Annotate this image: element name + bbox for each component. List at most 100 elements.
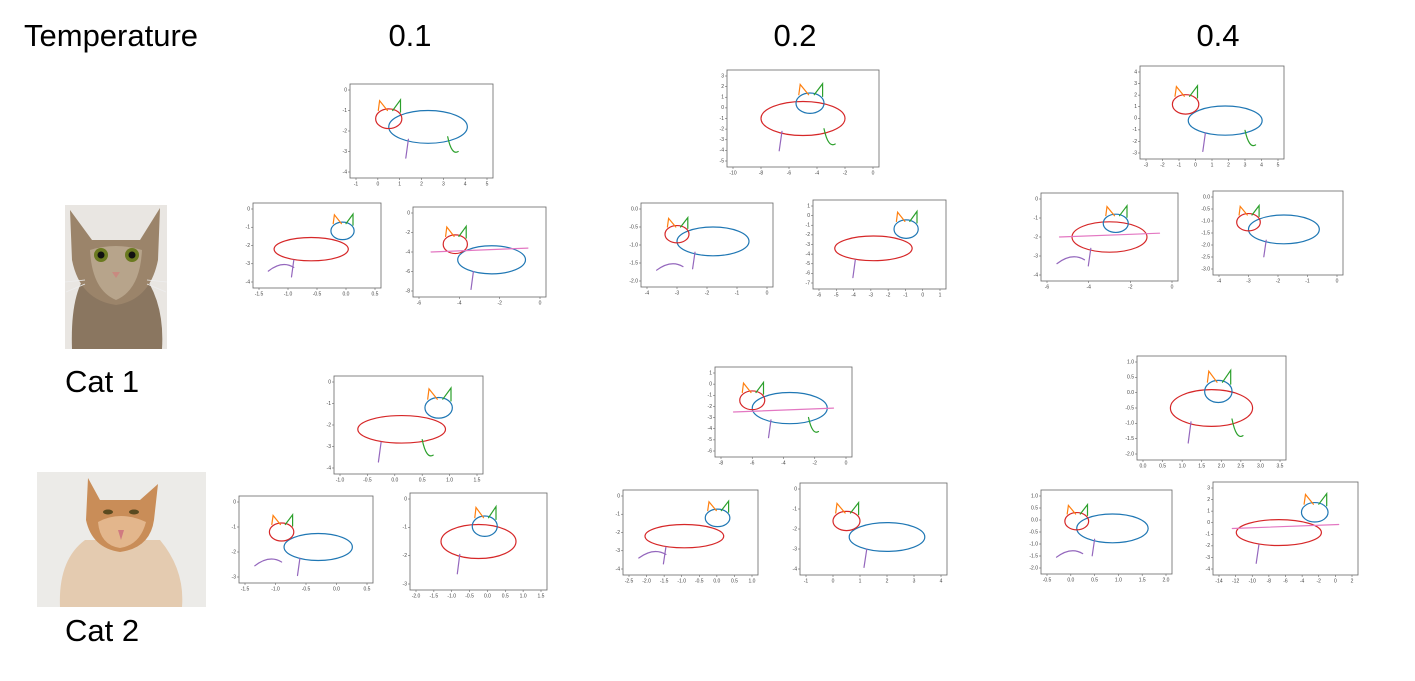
y-tick-label: 0.0 bbox=[1203, 194, 1210, 200]
sketch-stroke bbox=[283, 532, 353, 562]
y-tick-label: -4 bbox=[806, 251, 811, 257]
x-tick-label: 2 bbox=[886, 578, 889, 584]
y-tick-label: 2 bbox=[1134, 92, 1137, 98]
x-tick-label: 0.5 bbox=[502, 593, 509, 599]
sketch-stroke bbox=[1318, 491, 1328, 507]
y-tick-label: -2 bbox=[403, 553, 408, 559]
x-tick-label: -2 bbox=[886, 292, 891, 298]
y-tick-label: 1.0 bbox=[1031, 493, 1038, 499]
y-tick-label: 0 bbox=[247, 206, 250, 212]
y-tick-label: 3 bbox=[1207, 485, 1210, 491]
x-tick-label: -0.5 bbox=[465, 593, 474, 599]
y-tick-label: -1.0 bbox=[629, 242, 638, 248]
y-tick-label: -2.5 bbox=[1201, 254, 1210, 260]
y-tick-label: 0 bbox=[1035, 196, 1038, 202]
x-tick-label: 2.0 bbox=[1218, 463, 1225, 469]
x-tick-label: -1 bbox=[1177, 162, 1182, 168]
x-tick-label: 0.0 bbox=[484, 593, 491, 599]
sketch-stroke bbox=[798, 83, 810, 96]
y-tick-label: -1 bbox=[793, 506, 798, 512]
sketch-stroke bbox=[1187, 105, 1263, 136]
x-tick-label: -1.0 bbox=[336, 477, 345, 483]
x-tick-label: 1 bbox=[939, 292, 942, 298]
cat-photo bbox=[37, 472, 206, 607]
sketch-plot: -2.0 -1.5 -1.0 -0.5 0.0 0.5 1.0 1.5 0 -1 -2 -3 bbox=[403, 492, 548, 599]
x-tick-label: -6 bbox=[787, 170, 792, 176]
x-tick-label: 1.5 bbox=[1198, 463, 1205, 469]
y-tick-label: -2 bbox=[246, 243, 251, 249]
y-tick-label: -4 bbox=[343, 169, 348, 175]
y-tick-label: 0 bbox=[328, 379, 331, 385]
sketch-stroke bbox=[1206, 369, 1218, 383]
y-tick-label: 0 bbox=[794, 486, 797, 492]
y-tick-label: -1.5 bbox=[1125, 436, 1134, 442]
y-tick-label: -5 bbox=[708, 437, 713, 443]
x-tick-label: 1.0 bbox=[1179, 463, 1186, 469]
sketch-stroke bbox=[330, 221, 355, 241]
sketch-stroke bbox=[767, 419, 772, 439]
x-tick-label: -1.5 bbox=[241, 586, 250, 592]
y-tick-label: -4 bbox=[616, 566, 621, 572]
sketch-stroke bbox=[405, 138, 409, 159]
sketch-stroke bbox=[421, 439, 434, 457]
plot-frame bbox=[349, 83, 494, 179]
y-tick-label: -2 bbox=[616, 530, 621, 536]
y-tick-label: 1 bbox=[709, 370, 712, 376]
y-tick-label: -6 bbox=[708, 448, 713, 454]
x-tick-label: -0.5 bbox=[302, 586, 311, 592]
y-tick-label: 0 bbox=[404, 496, 407, 502]
sketch-stroke bbox=[1174, 85, 1185, 97]
x-tick-label: -4 bbox=[1300, 578, 1305, 584]
y-tick-label: -3 bbox=[616, 548, 621, 554]
sketch-stroke bbox=[1169, 389, 1254, 428]
x-tick-label: 1.5 bbox=[1139, 577, 1146, 583]
y-tick-label: -2 bbox=[406, 230, 411, 236]
sketch-stroke bbox=[893, 219, 919, 239]
y-tick-label: -1 bbox=[1133, 127, 1138, 133]
sketch-stroke bbox=[440, 523, 517, 560]
y-tick-label: 0.5 bbox=[1127, 375, 1134, 381]
y-tick-label: 2 bbox=[1207, 497, 1210, 503]
x-tick-label: -5 bbox=[834, 292, 839, 298]
y-tick-label: 1 bbox=[721, 95, 724, 101]
y-tick-label: 0 bbox=[1207, 520, 1210, 526]
x-tick-label: 0 bbox=[845, 460, 848, 466]
y-tick-label: -1.5 bbox=[629, 260, 638, 266]
plot-frame bbox=[1139, 65, 1285, 160]
plot-frame bbox=[238, 495, 374, 584]
x-tick-label: 3.0 bbox=[1257, 463, 1264, 469]
plot-frame bbox=[409, 492, 548, 591]
sketch-plot: -14 -12 -10 -8 -6 -4 -2 0 2 3 2 1 0 -1 -2 -3 -4 bbox=[1206, 481, 1359, 584]
sketch-stroke bbox=[267, 263, 295, 272]
sketch-plot: -6 -5 -4 -3 -2 -1 0 1 1 0 -1 -2 -3 -4 -5 -6 -7 bbox=[806, 199, 947, 298]
sketch-stroke bbox=[704, 508, 731, 528]
column-label: 0.1 bbox=[388, 18, 431, 53]
sketch-stroke bbox=[1300, 501, 1329, 523]
y-tick-label: 1 bbox=[1207, 508, 1210, 514]
y-tick-label: 0 bbox=[807, 213, 810, 219]
sketch-stroke bbox=[457, 245, 527, 275]
sketch-plot: 0.0 0.5 1.0 1.5 2.0 2.5 3.0 3.5 1.0 0.5 0.0 -0.5 -1.… bbox=[1125, 355, 1287, 469]
sketch-stroke bbox=[458, 224, 467, 239]
y-tick-label: -1.0 bbox=[1201, 218, 1210, 224]
y-tick-label: 1.0 bbox=[1127, 359, 1134, 365]
y-tick-label: -7 bbox=[806, 280, 811, 286]
sketch-stroke bbox=[863, 548, 868, 568]
y-tick-label: -3 bbox=[806, 242, 811, 248]
y-tick-label: -4 bbox=[246, 279, 251, 285]
x-tick-label: 0.0 bbox=[713, 578, 720, 584]
x-tick-label: 2 bbox=[420, 181, 423, 187]
plot-frame bbox=[1136, 355, 1287, 461]
sketch-stroke bbox=[1056, 256, 1086, 265]
y-tick-label: -2 bbox=[1206, 543, 1211, 549]
y-tick-label: -6 bbox=[806, 271, 811, 277]
sketch-plot: -1 0 1 2 3 4 0 -1 -2 -3 -4 bbox=[793, 482, 948, 584]
sketch-stroke bbox=[474, 505, 485, 519]
x-tick-label: 5 bbox=[1277, 162, 1280, 168]
sketch-stroke bbox=[732, 407, 835, 413]
y-tick-label: -0.5 bbox=[1125, 405, 1134, 411]
y-tick-label: -2 bbox=[232, 549, 237, 555]
y-tick-label: -3 bbox=[232, 574, 237, 580]
x-tick-label: -4 bbox=[851, 292, 856, 298]
x-tick-label: 0.0 bbox=[333, 586, 340, 592]
